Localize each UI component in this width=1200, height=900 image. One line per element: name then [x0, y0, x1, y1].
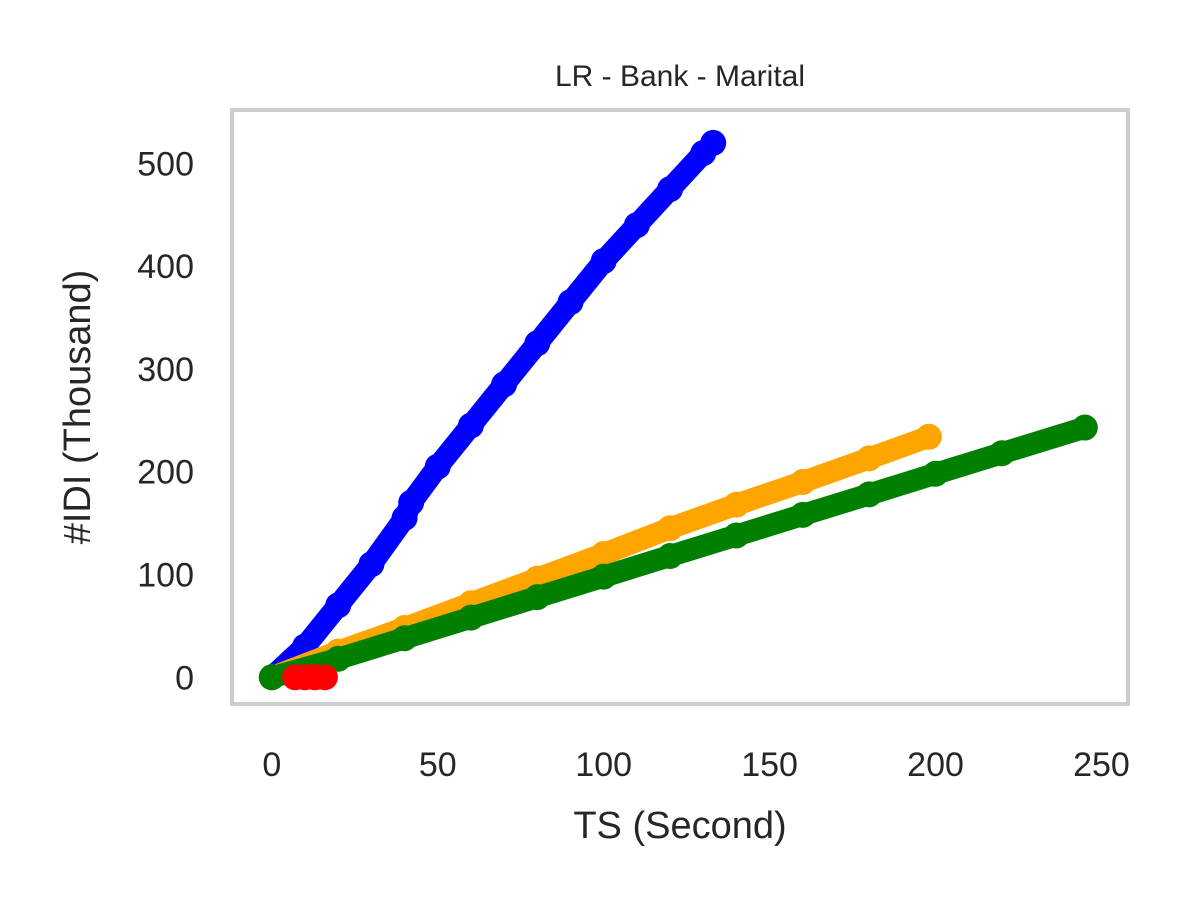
data-point: [398, 489, 425, 516]
data-point: [700, 129, 727, 156]
data-point: [457, 412, 484, 439]
series-1: [258, 129, 727, 691]
data-point: [325, 592, 352, 619]
data-point: [491, 371, 518, 398]
series-3: [258, 414, 1098, 691]
data-point: [723, 522, 750, 549]
data-point: [922, 460, 949, 487]
data-point: [723, 491, 750, 518]
data-point: [457, 604, 484, 631]
data-point: [311, 664, 338, 691]
series-4: [282, 664, 338, 691]
data-point: [915, 423, 942, 450]
data-point: [524, 330, 551, 357]
data-point: [988, 440, 1015, 467]
data-point: [424, 453, 451, 480]
data-point: [325, 645, 352, 672]
data-point: [557, 289, 584, 316]
data-point: [391, 625, 418, 652]
data-point: [789, 501, 816, 528]
data-point: [258, 664, 285, 691]
y-tick-label: 300: [137, 351, 194, 389]
data-point: [358, 551, 385, 578]
y-axis-ticks: 0 100 200 300 400 500: [137, 145, 194, 697]
chart-title: LR - Bank - Marital: [555, 60, 805, 93]
data-point: [1071, 414, 1098, 441]
data-point: [590, 563, 617, 590]
data-point: [590, 248, 617, 275]
series-layer: [258, 129, 1098, 691]
x-tick-label: 150: [741, 746, 798, 784]
data-point: [657, 176, 684, 203]
plot-area: [230, 108, 1130, 706]
x-tick-label: 200: [907, 746, 964, 784]
x-axis-ticks: 0 50 100 150 200 250: [262, 746, 1129, 784]
x-tick-label: 250: [1073, 746, 1130, 784]
y-axis-label: #IDI (Thousand): [57, 270, 99, 545]
x-tick-label: 50: [419, 746, 457, 784]
data-point: [856, 445, 883, 472]
x-axis-label: TS (Second): [573, 805, 786, 847]
x-tick-label: 0: [262, 746, 281, 784]
data-point: [657, 515, 684, 542]
y-tick-label: 200: [137, 454, 194, 492]
series-line: [260, 131, 725, 689]
data-point: [856, 481, 883, 508]
data-point: [657, 543, 684, 570]
y-tick-label: 100: [137, 557, 194, 595]
data-point: [590, 540, 617, 567]
y-tick-label: 400: [137, 248, 194, 286]
y-tick-label: 0: [175, 659, 194, 697]
data-point: [524, 584, 551, 611]
data-point: [789, 469, 816, 496]
y-tick-label: 500: [137, 145, 194, 183]
x-tick-label: 100: [575, 746, 632, 784]
data-point: [623, 212, 650, 239]
